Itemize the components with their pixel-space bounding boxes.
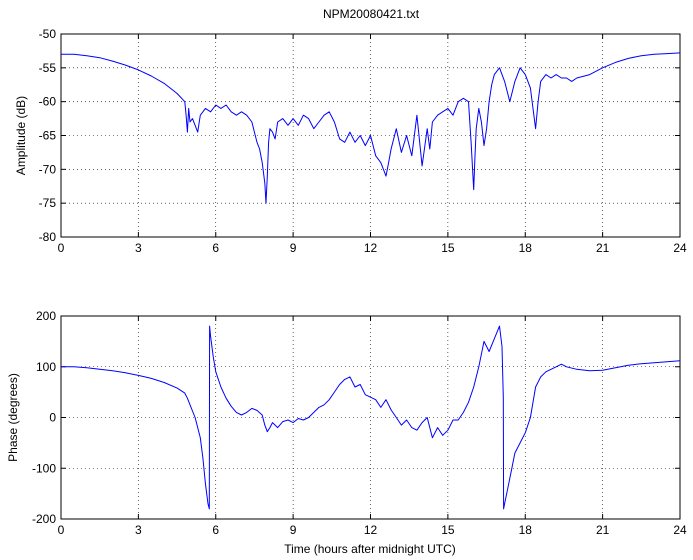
phase-xtick-label: 21: [596, 523, 610, 537]
amplitude-ytick-label: -60: [39, 95, 57, 109]
amplitude-ytick-label: -75: [39, 196, 57, 210]
amplitude-xtick-label: 12: [364, 241, 378, 255]
phase-ytick-label: -100: [32, 461, 56, 475]
phase-xtick-label: 24: [673, 523, 687, 537]
amplitude-xtick-label: 21: [596, 241, 610, 255]
amplitude-ytick-label: -55: [39, 61, 57, 75]
phase-xtick-label: 12: [364, 523, 378, 537]
phase-plot: 0 3 6 9 12 15 18 21 24 -200 -100 0 100 200 Phase (deg…: [6, 309, 687, 556]
amplitude-xtick-label: 3: [135, 241, 142, 255]
phase-xtick-label: 6: [212, 523, 219, 537]
phase-ytick-label: -200: [32, 512, 56, 526]
amplitude-plot: 0 3 6 9 12 15 18 21 24 -80 -75 -70 -65 -60 -55 -50 Ampl…: [14, 27, 687, 255]
amplitude-ytick-label: -65: [39, 129, 57, 143]
amplitude-xtick-label: 0: [58, 241, 65, 255]
phase-xtick-label: 9: [290, 523, 297, 537]
amplitude-ytick-label: -70: [39, 162, 57, 176]
phase-xtick-label: 15: [441, 523, 455, 537]
phase-grid: [61, 316, 680, 519]
amplitude-series-line: [61, 52, 681, 204]
amplitude-ticks: 0 3 6 9 12 15 18 21 24 -80 -75 -70 -65 -60 -55 -50: [39, 27, 687, 255]
amplitude-xtick-label: 6: [212, 241, 219, 255]
amplitude-xtick-label: 18: [519, 241, 533, 255]
phase-xtick-label: 3: [135, 523, 142, 537]
amplitude-xtick-label: 9: [290, 241, 297, 255]
amplitude-ytick-label: -80: [39, 230, 57, 244]
phase-xtick-label: 0: [58, 523, 65, 537]
chart-title: NPM20080421.txt: [323, 7, 420, 21]
amplitude-ytick-label: -50: [39, 27, 57, 41]
phase-ytick-label: 200: [36, 309, 56, 323]
amplitude-xtick-label: 15: [441, 241, 455, 255]
phase-ticks: 0 3 6 9 12 15 18 21 24 -200 -100 0 100 200: [32, 309, 687, 537]
phase-ytick-label: 0: [49, 411, 56, 425]
amplitude-series: [61, 52, 681, 204]
phase-ylabel: Phase (degrees): [6, 373, 20, 462]
phase-series-line: [61, 325, 681, 510]
amplitude-xtick-label: 24: [673, 241, 687, 255]
phase-ytick-label: 100: [36, 360, 56, 374]
amplitude-ylabel: Amplitude (dB): [14, 96, 28, 175]
phase-series: [61, 325, 681, 510]
time-xlabel: Time (hours after midnight UTC): [284, 542, 456, 556]
phase-xtick-label: 18: [519, 523, 533, 537]
